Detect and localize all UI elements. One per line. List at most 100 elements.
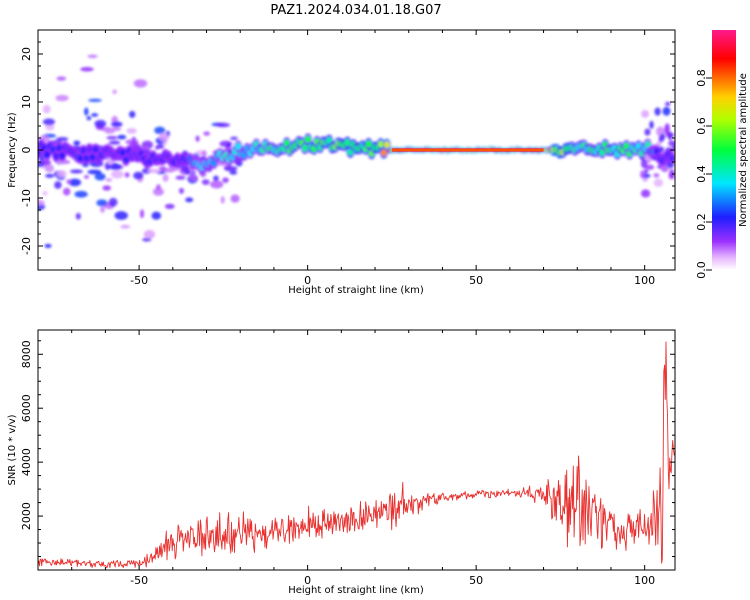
heatmap-cell xyxy=(139,209,145,219)
heatmap-cell xyxy=(640,158,648,169)
heatmap-cell xyxy=(56,76,67,81)
colorbar: 0.0 0.2 0.4 0.6 0.8 Normalized spectral ampl… xyxy=(695,30,749,279)
heatmap-cell xyxy=(141,140,154,150)
heatmap-cell xyxy=(44,164,55,173)
heatmap-cell xyxy=(643,169,649,174)
heatmap-cell xyxy=(344,139,351,147)
heatmap-cell xyxy=(213,175,219,182)
heatmap-cell xyxy=(44,151,51,159)
colorbar-tick-label: 0.0 xyxy=(695,261,708,279)
heatmap-cell xyxy=(38,199,45,206)
heatmap-cell xyxy=(56,144,63,152)
heatmap-cell xyxy=(185,197,194,203)
snr-x-axis-label: Height of straight line (km) xyxy=(288,585,424,596)
heatmap-cell xyxy=(216,122,231,128)
snr-y-tick-label: 4000 xyxy=(20,448,33,476)
heatmap-cell xyxy=(45,173,55,178)
heatmap-cell xyxy=(377,140,384,148)
heatmap-cell xyxy=(639,170,646,179)
heatmap-cell xyxy=(39,158,45,167)
heatmap-cell xyxy=(66,179,71,185)
spectrogram-x-tick-label: -50 xyxy=(130,274,148,287)
heatmap-cell xyxy=(235,142,242,150)
heatmap-cell xyxy=(124,172,130,178)
heatmap-cell xyxy=(56,169,67,178)
colorbar-gradient xyxy=(712,30,736,270)
heatmap-cell xyxy=(156,184,161,191)
heatmap-cell xyxy=(86,116,92,121)
heatmap-cell xyxy=(110,170,124,179)
spectrogram-y-axis-label: Frequency (Hz) xyxy=(7,112,18,188)
heatmap-cell xyxy=(195,135,200,142)
heatmap-cell xyxy=(88,98,102,102)
snr-axes-frame xyxy=(37,329,676,571)
chart-title: PAZ1.2024.034.01.18.G07 xyxy=(270,3,441,18)
heatmap-cells xyxy=(38,54,675,248)
heatmap-cell xyxy=(640,189,651,198)
heatmap-cell xyxy=(42,190,48,196)
heatmap-cell xyxy=(108,197,118,207)
heatmap-cell xyxy=(662,106,671,116)
heatmap-cell xyxy=(87,54,98,59)
snr-y-tick-label: 2000 xyxy=(20,502,33,530)
heatmap-cell xyxy=(54,181,62,189)
heatmap-cell xyxy=(649,120,654,129)
heatmap-cell xyxy=(178,187,185,194)
heatmap-cell xyxy=(162,174,169,182)
heatmap-cell xyxy=(641,110,650,118)
heatmap-cell xyxy=(147,168,161,174)
heatmap-cell xyxy=(83,154,90,162)
heatmap-cell xyxy=(55,94,69,102)
heatmap-cell xyxy=(654,107,661,116)
heatmap-cell xyxy=(42,159,52,166)
heatmap-cell xyxy=(62,187,71,196)
spectrogram-y-tick-label: -20 xyxy=(20,237,33,255)
heatmap-cell xyxy=(77,154,84,162)
heatmap-cell xyxy=(152,187,164,196)
heatmap-cell xyxy=(664,123,670,133)
heatmap-cell xyxy=(230,194,240,203)
heatmap-cell xyxy=(108,140,121,145)
heatmap-cell xyxy=(122,156,129,164)
spectrogram-x-tick-label: 100 xyxy=(634,274,655,287)
spectrogram-panel: -50 0 50 100 -20 -10 0 10 20 Height of straight… xyxy=(7,29,676,296)
heatmap-cell xyxy=(69,169,83,174)
snr-x-tick-label: 0 xyxy=(304,574,311,587)
spectrogram-x-ticks: -50 0 50 100 xyxy=(37,30,655,287)
spectrogram-x-axis-label: Height of straight line (km) xyxy=(288,285,424,296)
snr-x-tick-label: -50 xyxy=(130,574,148,587)
heatmap-cell xyxy=(383,141,390,149)
heatmap-cell xyxy=(94,173,106,181)
heatmap-cell xyxy=(365,140,372,148)
heatmap-cell xyxy=(91,113,99,117)
colorbar-ticks: 0.0 0.2 0.4 0.6 0.8 xyxy=(695,69,712,279)
heatmap-cell xyxy=(42,104,51,114)
heatmap-cell xyxy=(42,118,56,126)
heatmap-cell xyxy=(73,140,81,146)
heatmap-cell xyxy=(92,145,99,153)
heatmap-cell xyxy=(226,143,231,148)
spectrogram-y-tick-label: 20 xyxy=(20,47,33,61)
snr-x-tick-label: 50 xyxy=(469,574,483,587)
heatmap-cell xyxy=(80,66,94,72)
heatmap-cell xyxy=(653,178,664,187)
heatmap-cell xyxy=(141,168,152,174)
heatmap-cell xyxy=(84,107,89,116)
colorbar-tick-label: 0.2 xyxy=(695,213,708,231)
heatmap-cell xyxy=(117,134,127,140)
heatmap-cell xyxy=(80,147,87,155)
colorbar-tick-label: 0.4 xyxy=(695,165,708,183)
heatmap-cell xyxy=(623,142,630,150)
heatmap-cell xyxy=(154,126,166,135)
heatmap-cell xyxy=(164,203,175,210)
snr-panel: -50 0 50 100 2000 4000 6000 8000 Height of str… xyxy=(7,329,676,596)
heatmap-cell xyxy=(102,185,112,191)
heatmap-cell xyxy=(44,243,52,248)
colorbar-tick-label: 0.8 xyxy=(695,69,708,87)
heatmap-cell xyxy=(68,178,82,187)
spectrogram-y-tick-label: -10 xyxy=(20,189,33,207)
snr-y-axis-label: SNR (10 * v/v) xyxy=(7,414,18,485)
spectrogram-y-tick-label: 10 xyxy=(20,95,33,109)
heatmap-cell xyxy=(94,119,107,128)
